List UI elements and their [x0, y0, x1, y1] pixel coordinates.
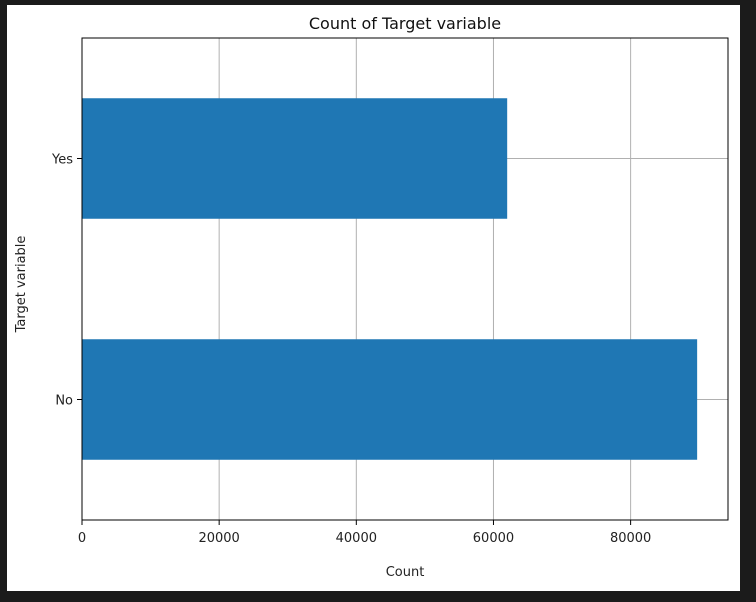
- x-axis-label: Count: [386, 565, 425, 580]
- bar-no: [82, 339, 698, 460]
- x-tick-label: 60000: [473, 531, 514, 546]
- bar-chart: Count of Target variable 0 20000 40000 6000…: [14, 14, 729, 580]
- x-tick-label: 80000: [610, 531, 651, 546]
- bar-yes: [82, 98, 508, 219]
- y-tick-label: Yes: [51, 153, 73, 168]
- y-tick-label: No: [55, 394, 73, 409]
- x-tick-label: 20000: [198, 531, 239, 546]
- x-tick-label: 40000: [336, 531, 377, 546]
- plot-frame: [81, 37, 729, 521]
- axis-ticks: 0 20000 40000 60000 80000 No Yes: [51, 153, 651, 547]
- chart-figure: Count of Target variable 0 20000 40000 6000…: [7, 5, 740, 591]
- y-axis-label: Target variable: [14, 236, 29, 334]
- chart-title: Count of Target variable: [309, 14, 501, 33]
- bars: [82, 98, 698, 460]
- x-tick-label: 0: [78, 531, 86, 546]
